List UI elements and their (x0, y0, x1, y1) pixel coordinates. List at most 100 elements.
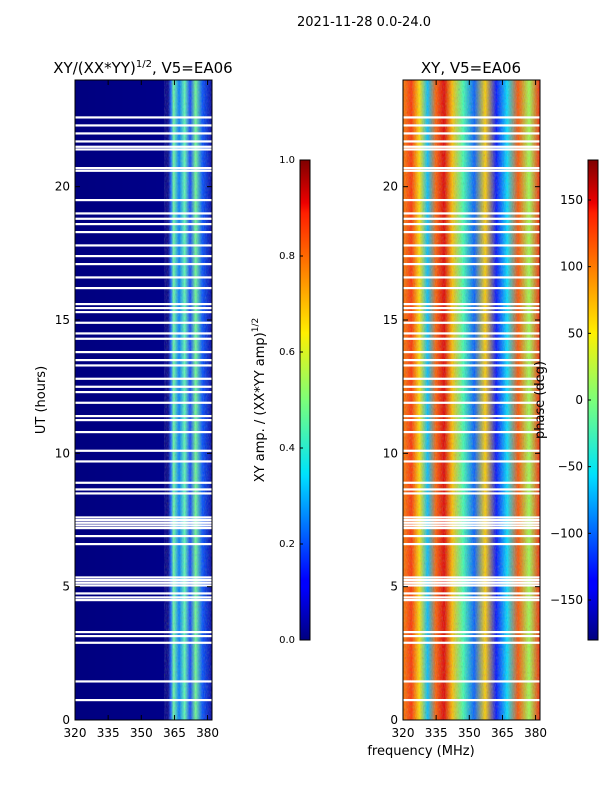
amp-flagged-row (75, 116, 212, 119)
amp-colorbar: 0.0 0.2 0.4 0.6 0.8 1.0 XY amp. / (XX*YY amp)… (251, 155, 311, 646)
amp-flagged-row (75, 148, 212, 151)
phase-flagged-row (403, 599, 540, 602)
amp-flagged-row (75, 524, 212, 527)
phase-flagged-row (403, 519, 540, 522)
phase-flagged-row (403, 596, 540, 599)
phase-flagged-row (403, 132, 540, 135)
phase-flagged-row (403, 287, 540, 290)
amp-flagged-row (75, 359, 212, 362)
phase-flagged-row (403, 377, 540, 380)
amp-flagged-row (75, 481, 212, 484)
phase-flagged-row (403, 244, 540, 247)
amp-flagged-row (75, 543, 212, 546)
phase-flagged-row (403, 167, 540, 170)
amp-flagged-row (75, 488, 212, 491)
amp-xtick-label: 335 (97, 726, 120, 740)
phase-xtick-label: 335 (425, 726, 448, 740)
amp-flagged-row (75, 631, 212, 634)
phase-flagged-row (403, 303, 540, 306)
amp-flagged-row (75, 449, 212, 452)
phase-flagged-row (403, 307, 540, 310)
phase-colorbar-tick-label: 0 (575, 393, 583, 407)
amp-ytick-label: 15 (55, 313, 70, 327)
amp-flagged-row (75, 303, 212, 306)
phase-flagged-row (403, 460, 540, 463)
amp-flagged-row (75, 492, 212, 495)
amp-flagged-row (75, 244, 212, 247)
phase-flagged-row (403, 337, 540, 340)
phase-flagged-row (403, 351, 540, 354)
amp-flagged-row (75, 145, 212, 148)
amp-flagged-row (75, 519, 212, 522)
phase-colorbar-tick-label: −150 (550, 593, 583, 607)
phase-colorbar-label: phase (deg) (533, 361, 548, 439)
amp-flagged-row (75, 332, 212, 335)
phase-flagged-row (403, 124, 540, 127)
phase-flagged-row (403, 581, 540, 584)
phase-flagged-row (403, 199, 540, 202)
phase-colorbar-tick-label: −100 (550, 526, 583, 540)
phase-panel-frame (402, 79, 541, 721)
amp-flagged-row (75, 596, 212, 599)
phase-colorbar-tick-label: 150 (560, 193, 583, 207)
phase-flagged-row (403, 524, 540, 527)
amp-flagged-row (75, 576, 212, 579)
amp-flagged-row (75, 199, 212, 202)
phase-flagged-row (403, 364, 540, 367)
amplitude-ratio-heatmap: XY/(XX*YY)1/2, V5=EA06 320 335 350 365 380 0 5… (34, 59, 233, 740)
amp-flagged-row (75, 167, 212, 170)
frequency-xlabel: frequency (MHz) (367, 744, 474, 759)
phase-ytick-label: 10 (383, 446, 398, 460)
phase-xtick-label: 365 (491, 726, 514, 740)
phase-flagged-row (403, 492, 540, 495)
amp-flagged-row (75, 592, 212, 595)
phase-flagged-row (403, 145, 540, 148)
amp-colorbar-tick-label: 0.4 (279, 443, 295, 454)
phase-xtick-label: 350 (458, 726, 481, 740)
phase-flagged-row (403, 481, 540, 484)
amp-colorbar-label: XY amp. / (XX*YY amp)1/2 (251, 318, 268, 482)
phase-flagged-row (403, 516, 540, 519)
phase-flagged-row (403, 217, 540, 220)
phase-flagged-row (403, 699, 540, 702)
amp-colorbar-tick-label: 0.2 (279, 539, 295, 550)
amp-flagged-row (75, 527, 212, 530)
figure-title: 2021-11-28 0.0-24.0 (297, 15, 431, 30)
phase-flagged-row (403, 419, 540, 422)
amp-xtick-label: 380 (196, 726, 219, 740)
amp-flagged-row (75, 431, 212, 434)
phase-colorbar-tick-label: 100 (560, 260, 583, 274)
amp-flagged-row (75, 311, 212, 314)
amp-panel-title: XY/(XX*YY)1/2, V5=EA06 (53, 59, 232, 77)
phase-xtick-label: 320 (392, 726, 415, 740)
amp-flagged-row (75, 132, 212, 135)
amp-flagged-row (75, 321, 212, 324)
amp-flagged-row (75, 287, 212, 290)
phase-flagged-row (403, 592, 540, 595)
phase-flagged-row (403, 148, 540, 151)
phase-flagged-row (403, 321, 540, 324)
amp-ytick-label: 5 (62, 580, 70, 594)
phase-ytick-label: 0 (390, 713, 398, 727)
phase-flagged-row (403, 332, 540, 335)
phase-xtick-label: 380 (524, 726, 547, 740)
amp-flagged-row (75, 516, 212, 519)
phase-flagged-row (403, 431, 540, 434)
phase-flagged-row (403, 223, 540, 226)
amp-flagged-row (75, 276, 212, 279)
amp-flagged-row (75, 169, 212, 172)
phase-flagged-row (403, 391, 540, 394)
amp-flagged-row (75, 579, 212, 582)
amp-flagged-row (75, 391, 212, 394)
amp-flagged-row (75, 635, 212, 638)
phase-flagged-row (403, 631, 540, 634)
amp-ytick-label: 20 (55, 180, 70, 194)
amp-flagged-row (75, 337, 212, 340)
amp-panel-ylabel: UT (hours) (34, 366, 49, 434)
amp-flagged-row (75, 231, 212, 234)
phase-flagged-row (403, 527, 540, 530)
phase-flagged-row (403, 169, 540, 172)
phase-flagged-row (403, 535, 540, 538)
amp-flagged-row (75, 584, 212, 587)
